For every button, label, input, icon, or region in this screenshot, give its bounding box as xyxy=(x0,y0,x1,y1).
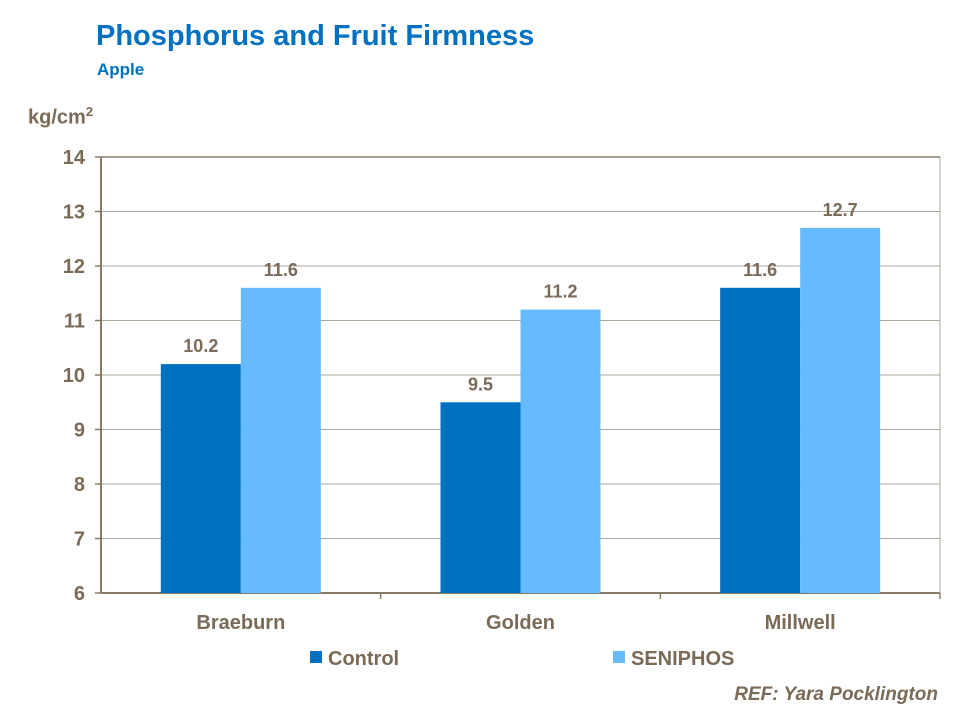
y-tick-label: 14 xyxy=(63,147,86,169)
bar-seniphos-golden xyxy=(520,309,601,593)
data-label: 9.5 xyxy=(468,374,493,394)
data-label: 12.7 xyxy=(823,200,858,220)
x-tick-label: Millwell xyxy=(765,612,836,634)
bar-control-braeburn xyxy=(160,364,241,593)
chart-subtitle: Apple xyxy=(97,60,145,79)
y-tick-label: 8 xyxy=(74,474,85,496)
y-tick-label: 10 xyxy=(63,365,85,387)
x-tick-label: Golden xyxy=(486,612,555,634)
y-tick-label: 13 xyxy=(63,202,85,224)
y-axis-unit: kg/cm xyxy=(28,106,86,129)
data-label: 10.2 xyxy=(183,336,218,356)
bar-control-millwell xyxy=(720,287,801,593)
y-tick-label: 7 xyxy=(74,529,85,551)
legend-swatch-seniphos xyxy=(613,651,625,663)
y-tick-label: 9 xyxy=(74,420,85,442)
y-tick-label: 11 xyxy=(64,311,85,333)
bar-control-golden xyxy=(440,402,521,593)
reference-note: REF: Yara Pocklington xyxy=(734,684,938,705)
legend-label-control: Control xyxy=(328,648,399,670)
y-axis-label: kg/cm2 xyxy=(28,104,93,130)
bar-seniphos-braeburn xyxy=(240,287,321,593)
y-axis-unit-superscript: 2 xyxy=(85,104,94,119)
bar-seniphos-millwell xyxy=(800,227,881,593)
legend-swatch-control xyxy=(310,651,322,663)
x-tick-label: Braeburn xyxy=(196,612,285,634)
y-tick-label: 12 xyxy=(63,256,85,278)
data-label: 11.6 xyxy=(743,260,777,280)
data-label: 11.6 xyxy=(264,260,298,280)
y-tick-label: 6 xyxy=(74,583,85,605)
chart-title: Phosphorus and Fruit Firmness xyxy=(96,20,535,52)
legend-label-seniphos: SENIPHOS xyxy=(631,648,734,670)
data-label: 11.2 xyxy=(543,282,577,302)
